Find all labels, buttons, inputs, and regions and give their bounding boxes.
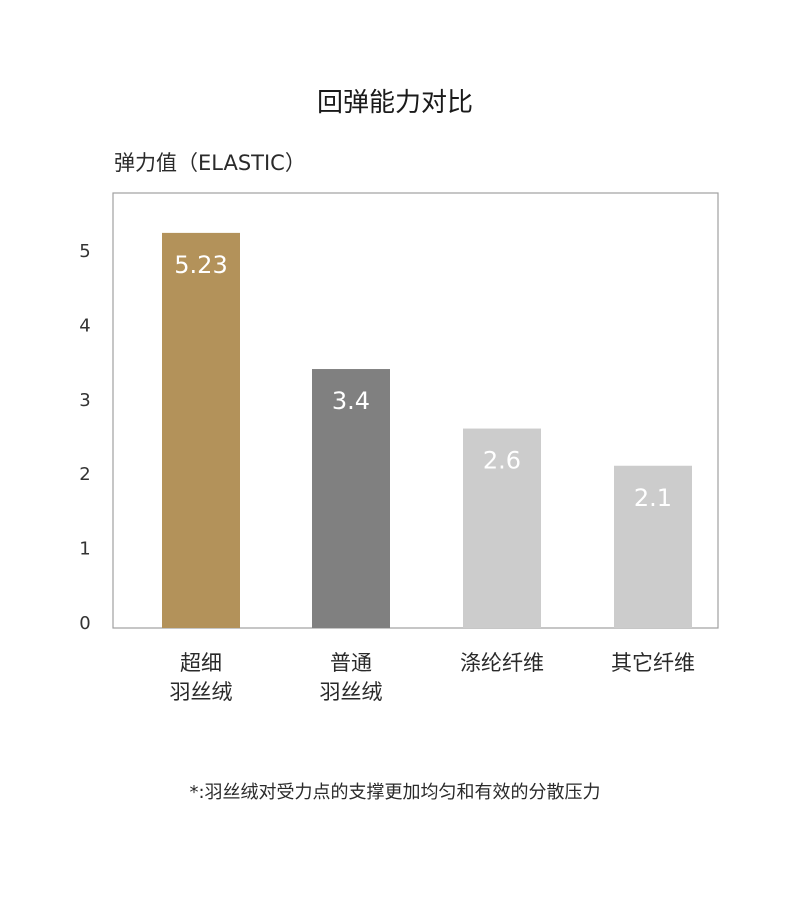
y-tick-label: 2 (79, 464, 90, 485)
bar (312, 369, 390, 628)
y-tick-labels: 0 1 2 3 4 5 (79, 241, 90, 634)
y-axis-label: 弹力值（ELASTIC） (114, 151, 306, 175)
x-tick-label: 羽丝绒 (320, 680, 383, 704)
y-tick-label: 3 (79, 390, 90, 411)
bar (614, 465, 692, 628)
bar-value-label: 3.4 (332, 387, 370, 415)
bar-value-label: 5.23 (174, 251, 227, 279)
x-tick-label: 其它纤维 (611, 651, 695, 675)
x-tick-label: 普通 (330, 651, 372, 675)
x-tick-label: 涤纶纤维 (460, 651, 544, 675)
y-tick-label: 4 (79, 315, 90, 336)
chart-title: 回弹能力对比 (316, 88, 473, 118)
bar-value-labels: 5.23 3.4 2.6 2.1 (174, 251, 672, 512)
y-tick-label: 0 (79, 613, 90, 634)
y-tick-label: 5 (79, 241, 90, 262)
footnote: *:羽丝绒对受力点的支撑更加均匀和有效的分散压力 (189, 782, 601, 803)
bar (463, 428, 541, 628)
x-tick-label: 超细 (180, 651, 222, 675)
bar-value-label: 2.1 (634, 484, 672, 512)
bar-value-label: 2.6 (483, 447, 521, 475)
bars (162, 232, 692, 628)
bar (162, 232, 240, 628)
y-tick-label: 1 (79, 539, 90, 560)
x-tick-label: 羽丝绒 (170, 680, 233, 704)
